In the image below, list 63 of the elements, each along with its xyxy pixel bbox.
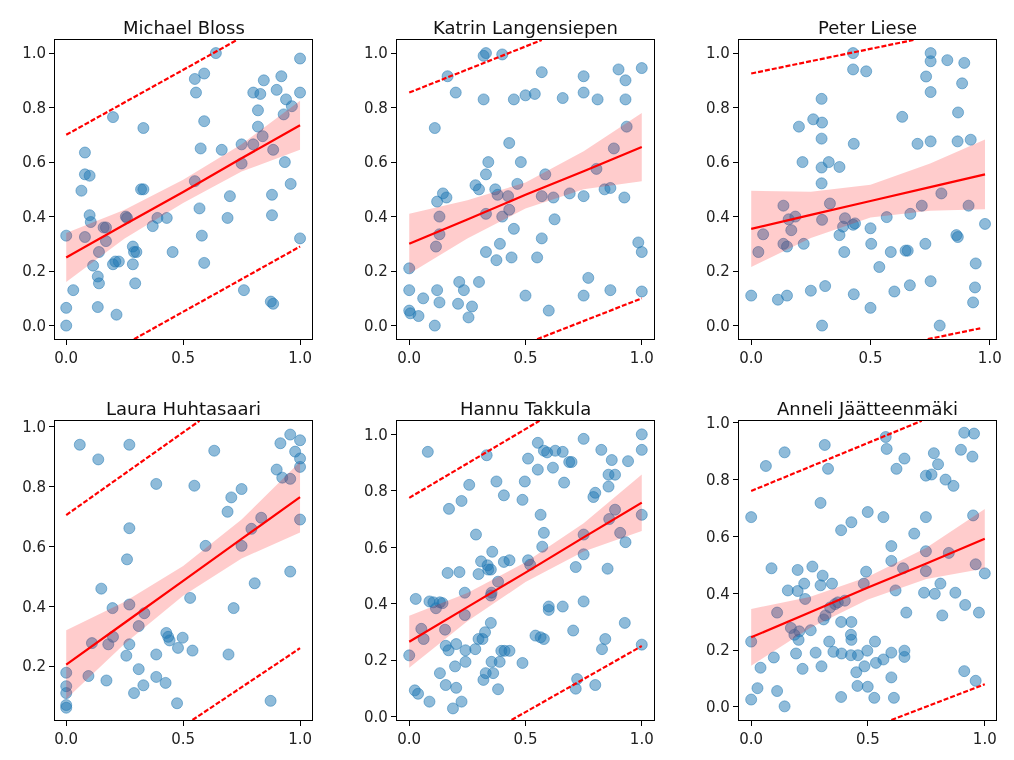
x-tick-label: 1.0 (288, 730, 312, 748)
x-tick-label: 1.0 (629, 730, 654, 748)
line-series (750, 173, 987, 230)
y-tick-label: 0.2 (705, 641, 730, 660)
y-tick-label: 0.8 (364, 98, 388, 117)
line-series (408, 501, 643, 643)
y-tick-label: 0.0 (705, 698, 730, 717)
y-tick-label: 0.2 (22, 657, 46, 676)
x-tick-label: 1.0 (288, 349, 312, 368)
y-tick-label: 1.0 (364, 425, 388, 444)
y-tick-label: 0.0 (22, 316, 46, 335)
x-tick-label: 0.0 (397, 349, 422, 368)
y-tick-label: 1.0 (705, 44, 730, 63)
line-series (408, 145, 643, 245)
y-tick-label: 1.0 (705, 414, 730, 433)
y-tick-label: 0.0 (364, 707, 388, 726)
y-tick-label: 0.4 (705, 207, 730, 226)
y-tick-label: 0.6 (22, 537, 46, 556)
y-tick-label: 0.6 (705, 527, 730, 546)
y-tick-label: 0.6 (364, 538, 388, 557)
y-tick-label: 0.2 (364, 651, 388, 670)
chart-title: Michael Bloss (123, 17, 245, 38)
y-tick-label: 0.4 (705, 584, 730, 603)
x-tick-label: 0.5 (171, 349, 196, 368)
chart-title: Peter Liese (818, 17, 918, 38)
y-tick-label: 0.2 (705, 262, 730, 281)
x-tick-label: 0.5 (513, 730, 538, 748)
y-tick-label: 0.6 (364, 153, 388, 172)
x-tick-label: 0.5 (171, 730, 196, 748)
y-tick-label: 0.8 (705, 98, 730, 117)
x-tick-label: 1.0 (972, 730, 997, 748)
chart-title: Katrin Langensiepen (433, 17, 618, 38)
y-tick-label: 0.4 (22, 597, 46, 616)
y-tick-label: 1.0 (22, 44, 46, 63)
x-tick-label: 0.0 (54, 730, 79, 748)
x-tick-label: 0.0 (739, 730, 764, 748)
y-tick-label: 0.6 (705, 153, 730, 172)
y-tick-label: 1.0 (364, 44, 388, 63)
y-tick-label: 0.8 (22, 98, 46, 117)
x-tick-label: 1.0 (629, 349, 654, 368)
x-tick-label: 0.0 (739, 349, 764, 368)
chart-title: Laura Huhtasaari (106, 398, 261, 419)
y-tick-label: 0.0 (705, 316, 730, 335)
x-tick-label: 0.5 (856, 730, 880, 748)
line-series (65, 124, 302, 259)
y-tick-label: 0.0 (364, 316, 388, 335)
y-tick-label: 0.8 (705, 470, 730, 489)
x-tick-label: 0.0 (397, 730, 422, 748)
y-tick-label: 0.2 (22, 262, 46, 281)
x-tick-label: 0.5 (513, 349, 538, 368)
y-tick-label: 1.0 (22, 418, 46, 437)
y-tick-label: 0.2 (364, 262, 388, 281)
y-tick-label: 0.4 (364, 594, 388, 613)
y-tick-label: 0.4 (364, 207, 388, 226)
x-tick-label: 0.0 (54, 349, 79, 368)
chart-title: Anneli Jäätteenmäki (777, 398, 958, 419)
x-tick-label: 1.0 (977, 349, 1002, 368)
chart-title: Hannu Takkula (460, 398, 592, 419)
y-tick-label: 0.8 (22, 477, 46, 496)
y-tick-label: 0.4 (22, 207, 46, 226)
x-tick-label: 0.5 (858, 349, 883, 368)
y-tick-label: 0.6 (22, 153, 46, 172)
y-tick-label: 0.8 (364, 482, 388, 501)
